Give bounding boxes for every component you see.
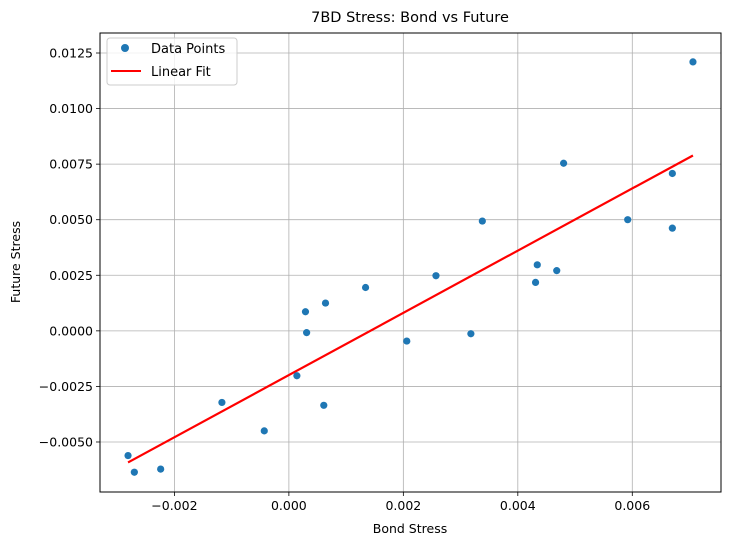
data-point [361,283,370,292]
y-tick-label: 0.0000 [49,323,93,338]
data-point [321,299,330,307]
y-tick-label: 0.0025 [49,268,93,283]
y-tick-label: −0.0025 [39,379,93,394]
data-point [624,216,632,224]
legend: Data Points Linear Fit [106,37,238,86]
linear-fit-line [127,154,694,464]
plot-frame [99,32,722,493]
data-point [560,159,568,167]
y-tick-label: 0.0125 [49,46,93,61]
chart-title: 7BD Stress: Bond vs Future [311,10,509,26]
legend-box [106,37,238,86]
data-point [432,272,440,280]
points-layer [124,58,697,476]
data-point [130,468,138,476]
data-point [668,169,676,178]
legend-marker-data-points [121,44,129,52]
x-tick-label: 0.006 [614,498,650,513]
data-point [157,465,165,473]
data-point [533,261,541,269]
data-point [668,224,676,232]
data-point [218,398,226,407]
data-point [260,427,268,435]
y-tick-label: −0.0050 [39,434,93,449]
data-point [531,278,540,286]
data-point [124,451,132,460]
y-axis-label: Future Stress [8,221,23,303]
x-axis: −0.002 0.000 0.002 0.004 0.006 [151,492,650,513]
y-tick-label: 0.0050 [49,212,93,227]
x-tick-label: −0.002 [151,498,197,513]
x-tick-label: 0.004 [500,498,536,513]
fit-line-layer [127,154,694,464]
x-axis-label: Bond Stress [373,521,447,536]
data-point [293,372,301,380]
data-point [303,329,311,337]
data-point [467,330,475,338]
y-tick-label: 0.0100 [49,101,93,116]
y-tick-label: 0.0075 [49,157,93,172]
x-tick-label: 0.002 [385,498,421,513]
data-point [553,267,561,275]
data-point [689,58,697,66]
data-point [301,308,310,316]
x-tick-label: 0.000 [271,498,307,513]
data-point [320,401,328,409]
y-axis: −0.0050 −0.0025 0.0000 0.0025 0.0050 0.0075 0.… [39,46,100,449]
data-point [403,337,411,345]
legend-label-linear-fit: Linear Fit [151,65,211,80]
grid [100,33,721,492]
legend-label-data-points: Data Points [151,42,225,57]
data-point [478,217,486,225]
